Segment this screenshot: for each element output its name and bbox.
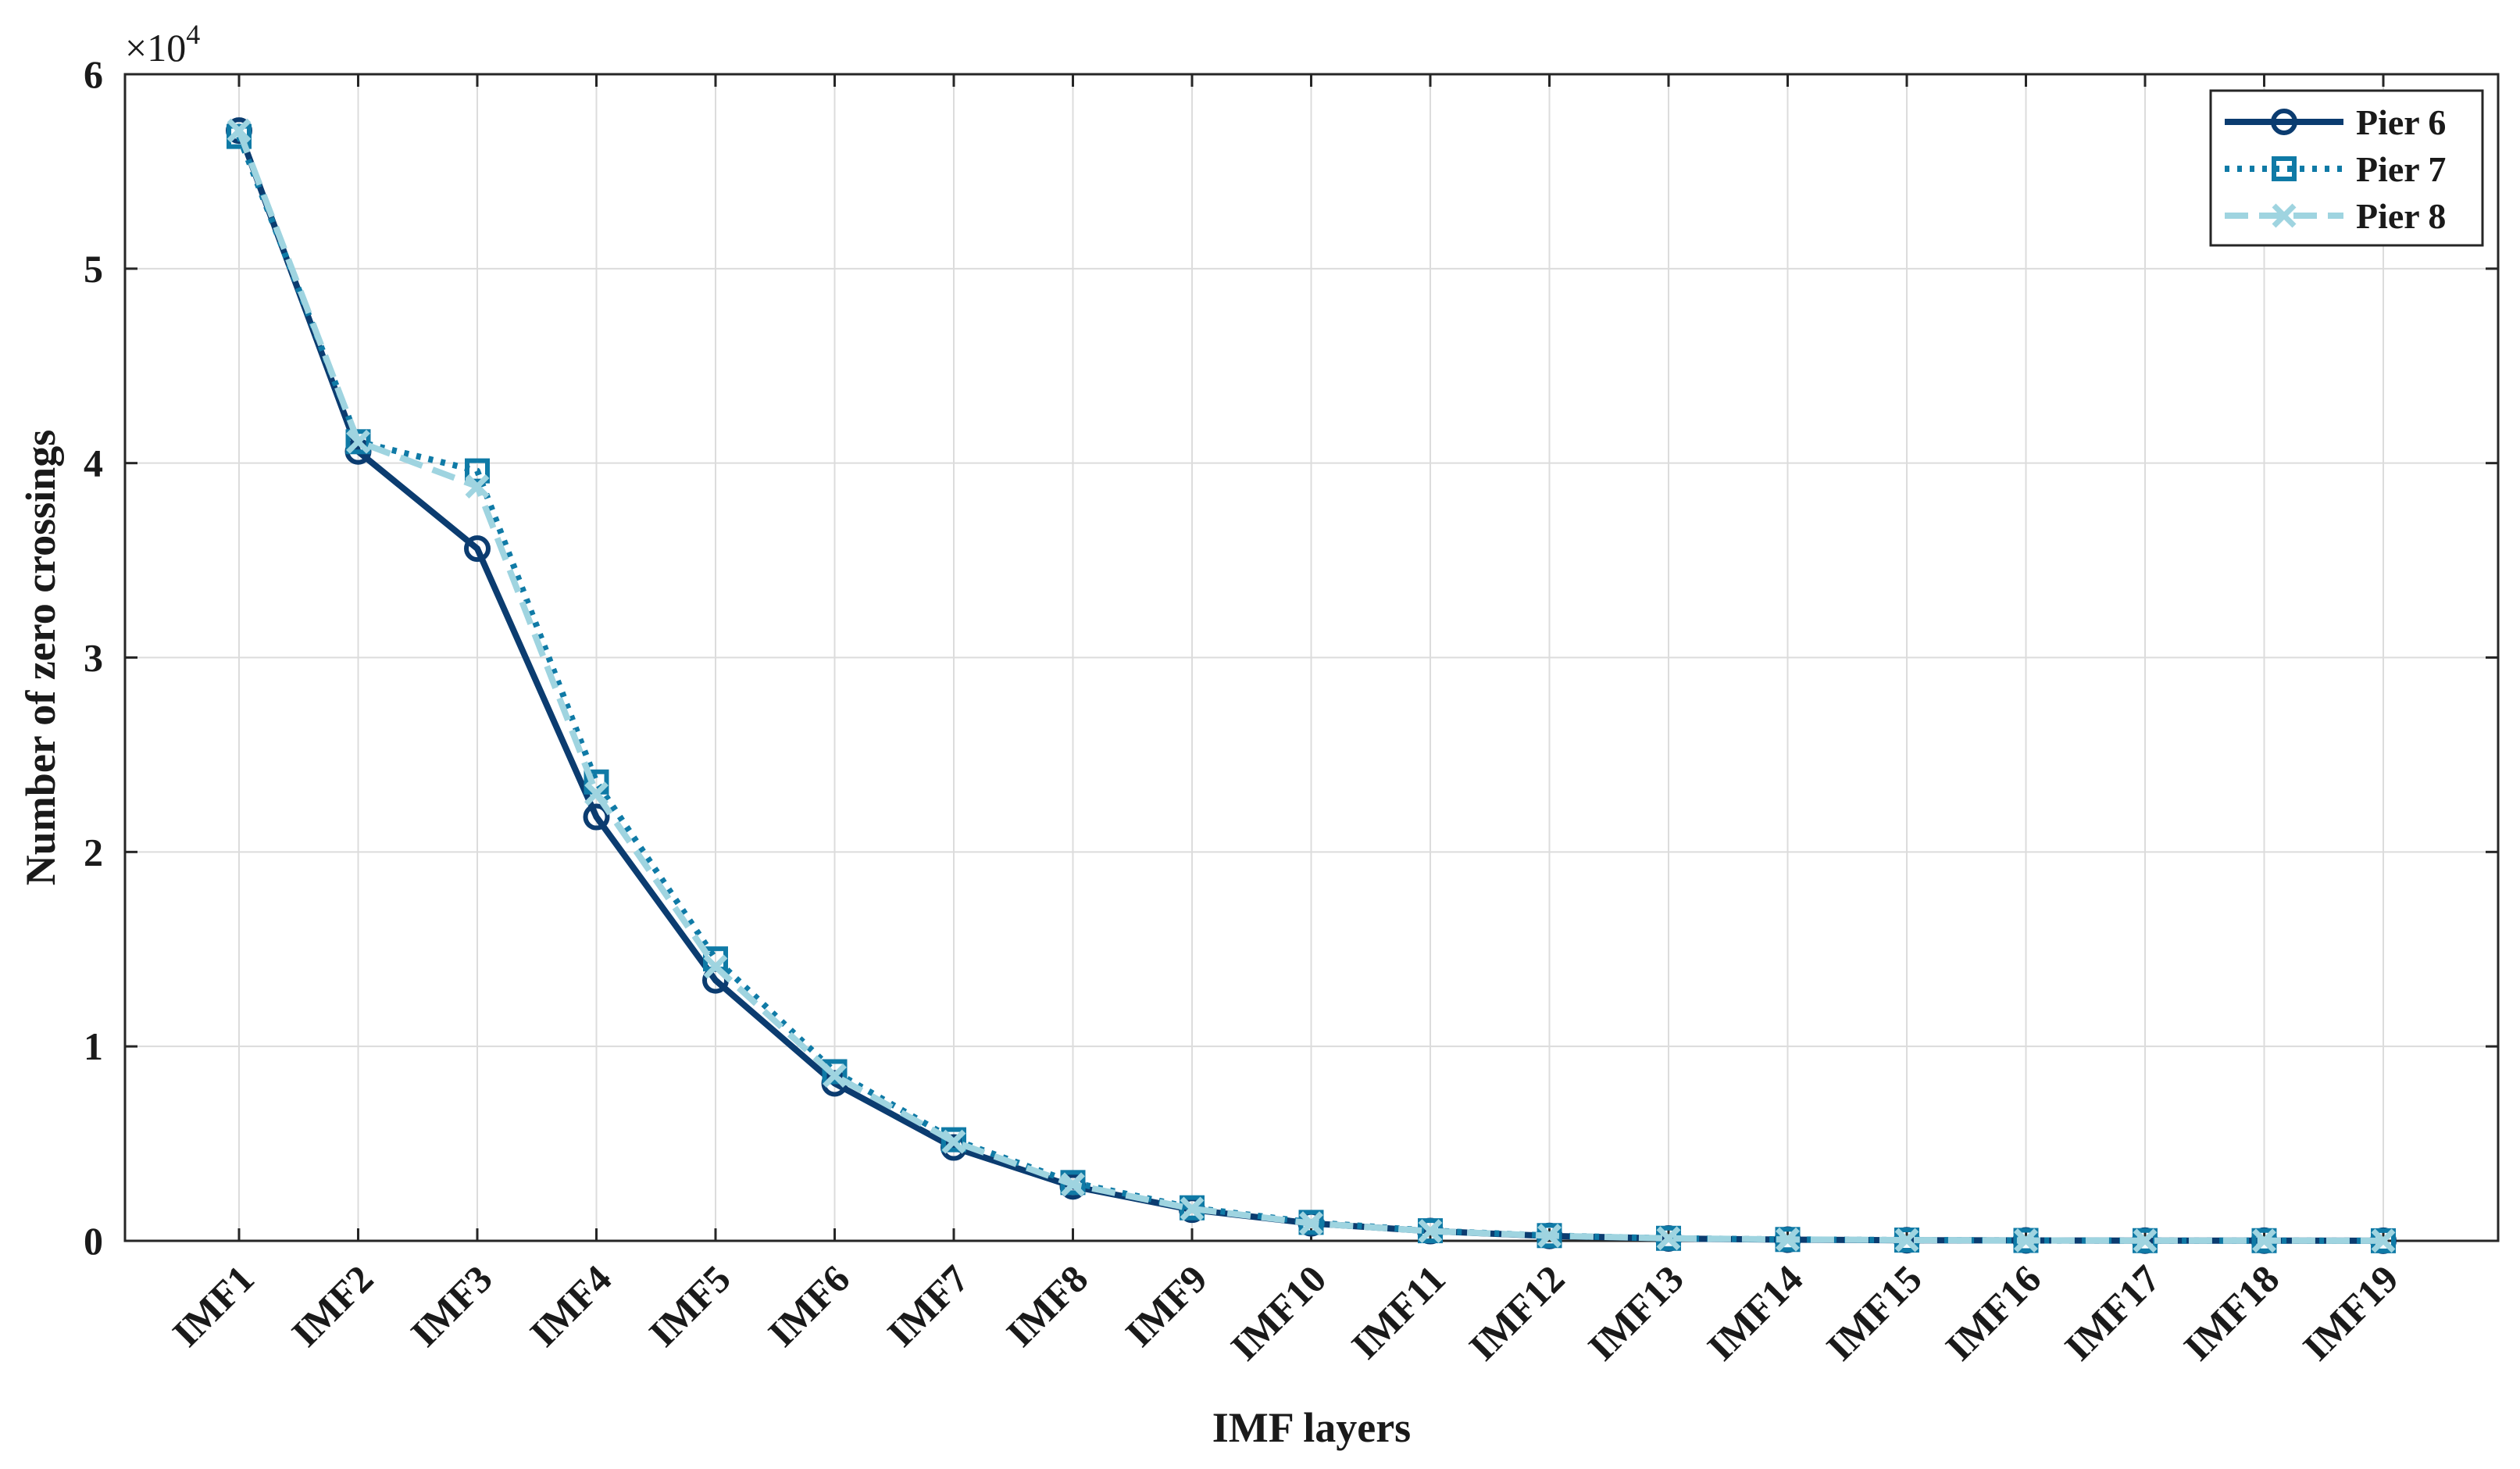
legend-item: Pier 7 bbox=[2225, 149, 2446, 189]
pier-8-point-stroke bbox=[227, 118, 252, 143]
pier-8-point bbox=[2014, 1228, 2038, 1253]
pier-8-point bbox=[346, 429, 370, 454]
pier-8-point-stroke bbox=[941, 1129, 966, 1154]
pier-8-point bbox=[1776, 1227, 1800, 1252]
pier-8-point bbox=[1418, 1219, 1443, 1244]
pier-8-point-stroke bbox=[2272, 203, 2297, 228]
pier-8-point-stroke bbox=[2014, 1228, 2038, 1253]
pier-8-point bbox=[823, 1063, 847, 1088]
y-tick-label: 6 bbox=[84, 52, 103, 96]
y-tick-label: 3 bbox=[84, 636, 103, 680]
pier-8-point-stroke bbox=[703, 954, 728, 979]
pier-8-point bbox=[2133, 1228, 2158, 1253]
series-pier-8 bbox=[227, 118, 2396, 1253]
legend-label: Pier 8 bbox=[2356, 196, 2446, 236]
pier-8-point-stroke bbox=[2133, 1228, 2158, 1253]
pier-8-point bbox=[703, 954, 728, 979]
series-group bbox=[226, 117, 2397, 1254]
legend-item: Pier 6 bbox=[2225, 102, 2446, 142]
pier-6-point bbox=[464, 535, 491, 563]
pier-8-point-stroke bbox=[823, 1063, 847, 1088]
pier-8-point bbox=[2272, 203, 2297, 228]
pier-6-point bbox=[2271, 109, 2297, 135]
pier-8-point bbox=[1180, 1196, 1205, 1221]
legend-item: Pier 8 bbox=[2225, 196, 2446, 236]
pier-8-point bbox=[1656, 1226, 1681, 1251]
legend-label: Pier 6 bbox=[2356, 102, 2446, 142]
y-tick-label: 2 bbox=[84, 830, 103, 874]
grid bbox=[125, 74, 2498, 1241]
y-tick-label: 5 bbox=[84, 247, 103, 291]
pier-8-point bbox=[2371, 1228, 2396, 1253]
y-tick-label: 0 bbox=[84, 1219, 103, 1263]
pier-8-point-stroke bbox=[1776, 1227, 1800, 1252]
pier-8-point-stroke bbox=[2252, 1228, 2276, 1253]
y-tick-label: 1 bbox=[84, 1024, 103, 1068]
pier-7-point bbox=[822, 1059, 848, 1085]
pier-8-point bbox=[1299, 1211, 1323, 1236]
y-axis-exponent: ×104 bbox=[125, 19, 200, 70]
pier-8-point-stroke bbox=[346, 429, 370, 454]
pier-8-point-stroke bbox=[1180, 1196, 1205, 1221]
pier-8-point-stroke bbox=[584, 781, 609, 806]
pier-7-point bbox=[941, 1127, 966, 1153]
pier-8-point-stroke bbox=[465, 474, 490, 499]
pier-8-point bbox=[1061, 1172, 1085, 1197]
pier-7-point bbox=[2272, 156, 2297, 181]
pier-8-point bbox=[941, 1129, 966, 1154]
legend-label: Pier 7 bbox=[2356, 149, 2446, 189]
x-axis-title: IMF layers bbox=[1212, 1404, 1411, 1451]
y-axis-exponent-power: 4 bbox=[186, 19, 200, 50]
y-axis-exponent-base: ×10 bbox=[125, 26, 186, 70]
pier-8-point-stroke bbox=[1894, 1228, 1919, 1253]
pier-8-point bbox=[1894, 1228, 1919, 1253]
pier-8-point bbox=[584, 781, 609, 806]
pier-6-point bbox=[583, 803, 610, 831]
pier-8-point-stroke bbox=[2371, 1228, 2396, 1253]
pier-7-point bbox=[465, 458, 490, 484]
pier-8-point-stroke bbox=[1061, 1172, 1085, 1197]
pier-7-point bbox=[227, 123, 252, 149]
pier-8-point-stroke bbox=[1537, 1224, 1562, 1249]
pier-8-point-stroke bbox=[1299, 1211, 1323, 1236]
legend-box bbox=[2209, 89, 2484, 247]
legend: Pier 6 Pier 7 Pier 8 bbox=[2209, 89, 2484, 247]
pier-8-point-stroke bbox=[1656, 1226, 1681, 1251]
pier-8-point bbox=[1537, 1224, 1562, 1249]
pier-8-point bbox=[227, 118, 252, 143]
y-axis-title: Number of zero crossings bbox=[17, 430, 64, 885]
y-tick-label: 4 bbox=[84, 441, 103, 485]
pier-8-point bbox=[2252, 1228, 2276, 1253]
pier-8-point bbox=[465, 474, 490, 499]
pier-8-point-stroke bbox=[1418, 1219, 1443, 1244]
pier-7-point bbox=[345, 429, 371, 455]
